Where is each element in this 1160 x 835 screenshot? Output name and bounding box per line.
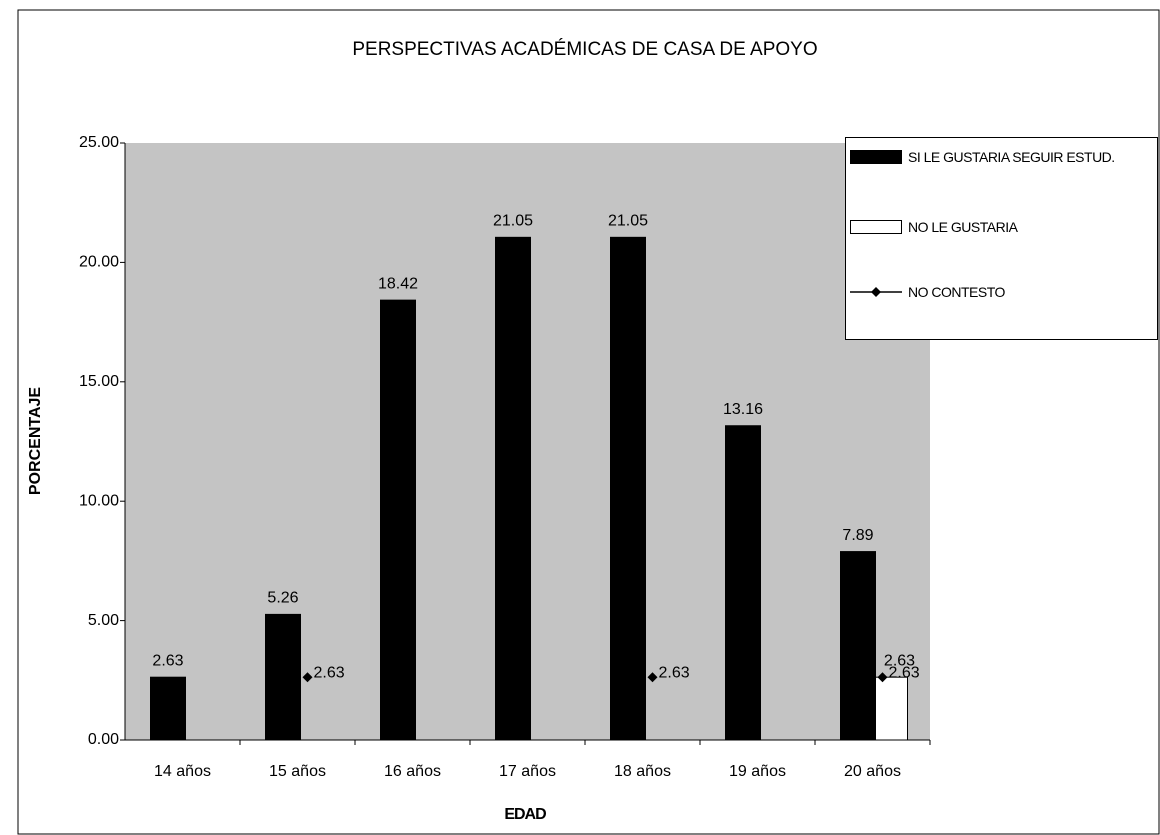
y-tick-label: 0.00 xyxy=(88,731,119,748)
legend-item: SI LE GUSTARIA SEGUIR ESTUD. xyxy=(846,148,1156,166)
bar xyxy=(495,236,531,741)
data-label: 2.63 xyxy=(889,664,920,681)
x-tick-label: 18 años xyxy=(614,763,671,780)
bar xyxy=(875,676,908,741)
line-marker xyxy=(877,672,888,683)
x-tick-label: 15 años xyxy=(269,763,326,780)
y-tick-label: 10.00 xyxy=(79,492,119,509)
chart-frame xyxy=(17,9,1160,835)
bar xyxy=(610,236,646,741)
y-tick-label: 5.00 xyxy=(88,612,119,629)
y-tick-label: 25.00 xyxy=(79,134,119,151)
y-axis-label: PORCENTAJE xyxy=(27,387,44,495)
data-label: 2.63 xyxy=(659,664,690,681)
line-marker xyxy=(302,672,313,683)
bar xyxy=(840,551,876,741)
legend-item: NO CONTESTO xyxy=(846,283,1156,301)
x-tick-label: 14 años xyxy=(154,763,211,780)
bar xyxy=(380,299,416,741)
data-label: 2.63 xyxy=(884,652,915,669)
legend-swatch xyxy=(850,150,902,164)
legend-label: SI LE GUSTARIA SEGUIR ESTUD. xyxy=(908,149,1115,165)
data-label: 21.05 xyxy=(493,213,533,230)
data-label: 7.89 xyxy=(842,527,873,544)
bar xyxy=(725,425,761,741)
line-marker xyxy=(647,672,658,683)
x-tick-label: 19 años xyxy=(729,763,786,780)
data-label: 2.63 xyxy=(152,652,183,669)
bar xyxy=(150,676,186,741)
data-label: 5.26 xyxy=(267,590,298,607)
bar xyxy=(265,613,301,741)
data-label: 2.63 xyxy=(314,664,345,681)
legend-label: NO CONTESTO xyxy=(908,284,1005,300)
legend: SI LE GUSTARIA SEGUIR ESTUD. NO LE GUSTAR… xyxy=(845,137,1158,340)
legend-label: NO LE GUSTARIA xyxy=(908,219,1018,235)
y-tick-label: 15.00 xyxy=(79,373,119,390)
x-tick-label: 20 años xyxy=(844,763,901,780)
data-label: 21.05 xyxy=(608,213,648,230)
legend-swatch xyxy=(850,220,902,234)
x-tick-label: 17 años xyxy=(499,763,556,780)
y-tick-label: 20.00 xyxy=(79,254,119,271)
x-tick-label: 16 años xyxy=(384,763,441,780)
x-axis-label: EDAD xyxy=(504,806,546,823)
legend-swatch xyxy=(850,285,902,299)
data-label: 18.42 xyxy=(378,275,418,292)
data-label: 13.16 xyxy=(723,401,763,418)
legend-item: NO LE GUSTARIA xyxy=(846,218,1156,236)
chart-title: PERSPECTIVAS ACADÉMICAS DE CASA DE APOYO xyxy=(352,39,817,60)
